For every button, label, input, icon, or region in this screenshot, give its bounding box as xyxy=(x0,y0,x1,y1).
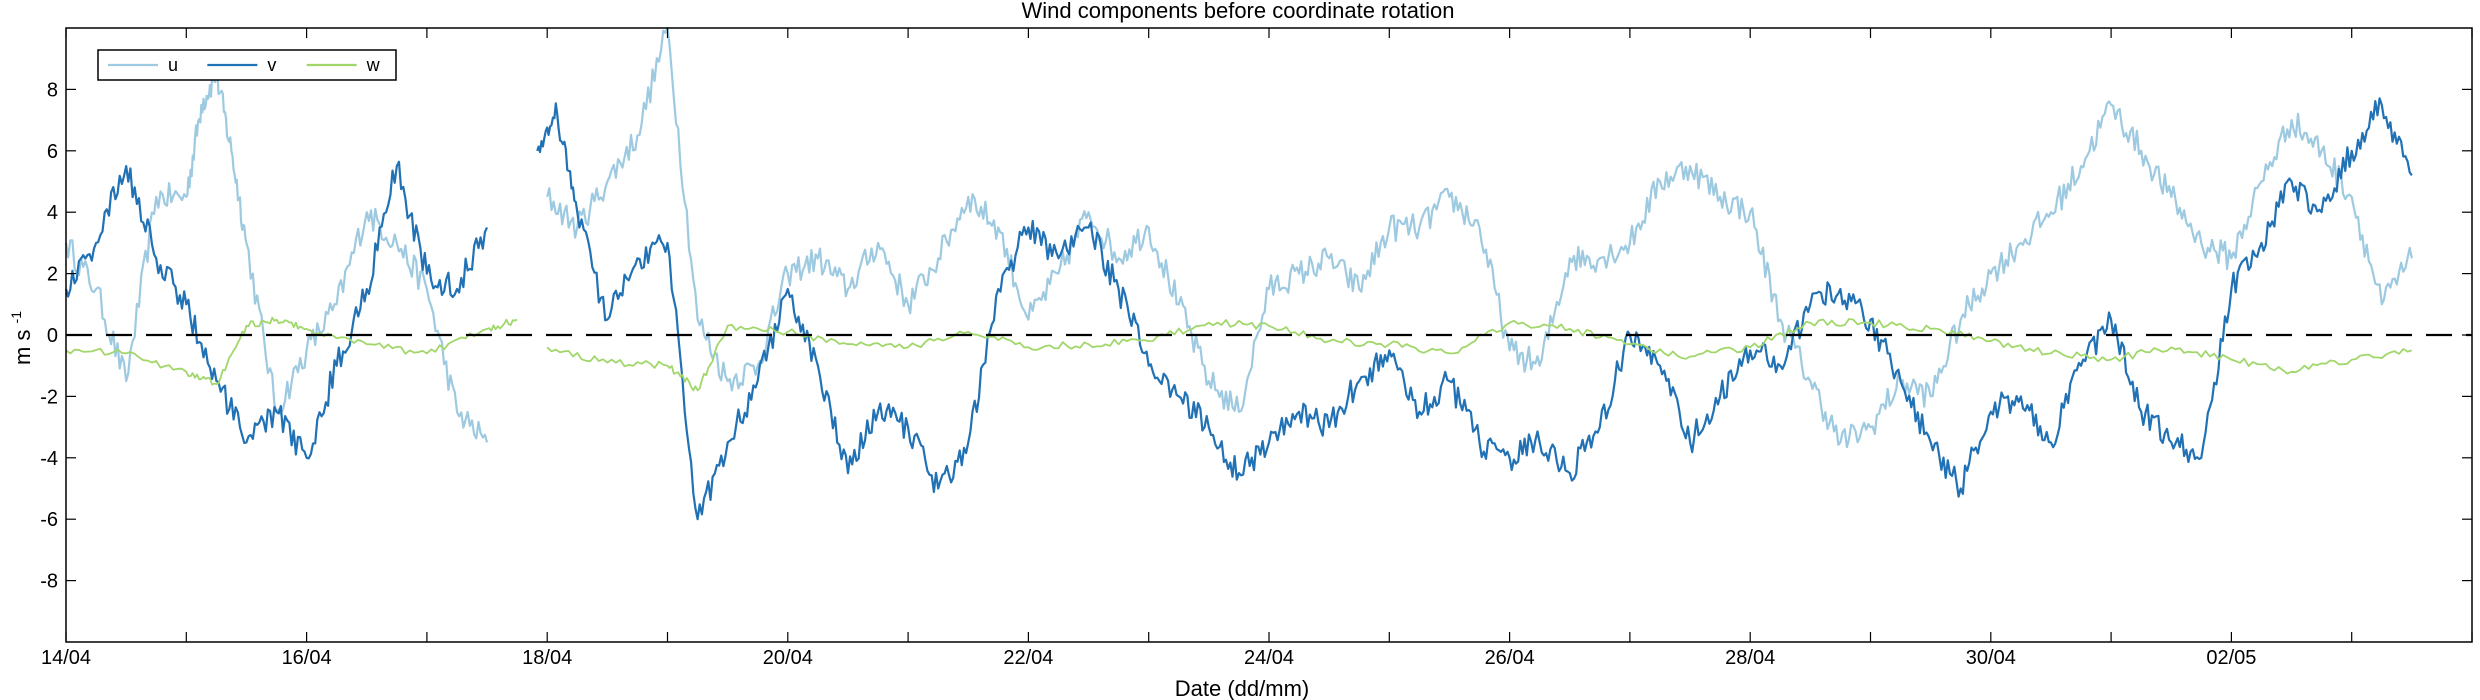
ticks-layer: 14/04 16/04 18/04 20/04 22/04 24/04 26/04 28/04… xyxy=(40,28,2473,669)
y-axis-label-main: m s xyxy=(10,330,35,365)
x-tick-label: 28/04 xyxy=(1725,647,1775,669)
x-tick-label: 30/04 xyxy=(1966,647,2016,669)
series-layer xyxy=(64,26,2413,521)
y-tick-label: 2 xyxy=(47,264,58,286)
svg-text:m s -1: m s -1 xyxy=(8,311,35,365)
y-tick-label: 0 xyxy=(47,325,58,347)
x-tick-label: 18/04 xyxy=(522,647,572,669)
x-tick-label: 16/04 xyxy=(282,647,332,669)
x-tick-label: 24/04 xyxy=(1244,647,1294,669)
y-axis-label-sup: -1 xyxy=(8,311,24,324)
y-axis-label: m s -1 xyxy=(8,311,35,365)
y-tick-label: -2 xyxy=(40,386,58,408)
legend-label-w: w xyxy=(366,55,381,75)
legend-label-v: v xyxy=(267,55,276,75)
x-tick-label: 20/04 xyxy=(763,647,813,669)
y-tick-label: -6 xyxy=(40,509,58,531)
x-axis-label: Date (dd/mm) xyxy=(1175,676,1309,700)
y-tick-label: -8 xyxy=(40,571,58,593)
chart-title: Wind components before coordinate rotati… xyxy=(1022,0,1455,23)
series-line-v xyxy=(64,97,2413,521)
x-tick-label: 14/04 xyxy=(41,647,91,669)
y-tick-label: -4 xyxy=(40,448,58,470)
y-tick-label: 6 xyxy=(47,141,58,163)
x-tick-label: 26/04 xyxy=(1485,647,1535,669)
x-tick-label: 22/04 xyxy=(1003,647,1053,669)
y-tick-label: 8 xyxy=(47,79,58,101)
series-line-u xyxy=(64,26,2413,449)
x-tick-label: 02/05 xyxy=(2206,647,2256,669)
y-tick-label: 4 xyxy=(47,202,58,224)
legend: u v w xyxy=(97,49,397,81)
legend-label-u: u xyxy=(168,55,178,75)
